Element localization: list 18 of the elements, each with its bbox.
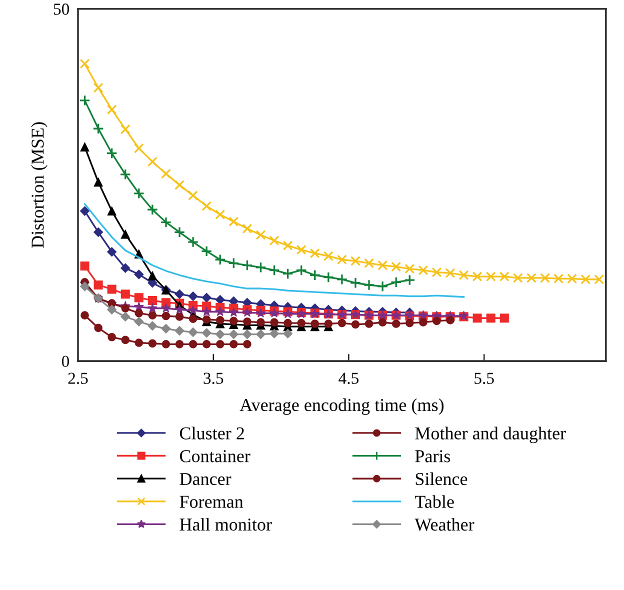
legend-label: Container (180, 450, 250, 462)
legend-label: Cluster 2 (180, 426, 244, 440)
legend-label: Dancer (180, 473, 232, 486)
y-tick-label: 0 (62, 356, 70, 368)
legend-label: Table (414, 495, 454, 508)
legend-label: Mother and daughter (415, 426, 566, 444)
legend-label: Weather (414, 518, 474, 531)
x-tick-label: 3.5 (204, 372, 224, 384)
x-tick-label: 5.5 (474, 372, 494, 384)
y-axis-title: Distortion (MSE) (31, 122, 48, 248)
x-axis-title: Average encoding time (ms) (240, 398, 444, 415)
legend-label: Foreman (180, 496, 244, 508)
legend-label: Paris (415, 450, 450, 462)
legend-label: Hall monitor (180, 518, 272, 531)
x-tick-label: 4.5 (338, 372, 358, 384)
y-tick-label: 50 (54, 4, 70, 15)
legend-label: Silence (416, 472, 468, 486)
x-tick-label: 2.5 (68, 372, 88, 384)
